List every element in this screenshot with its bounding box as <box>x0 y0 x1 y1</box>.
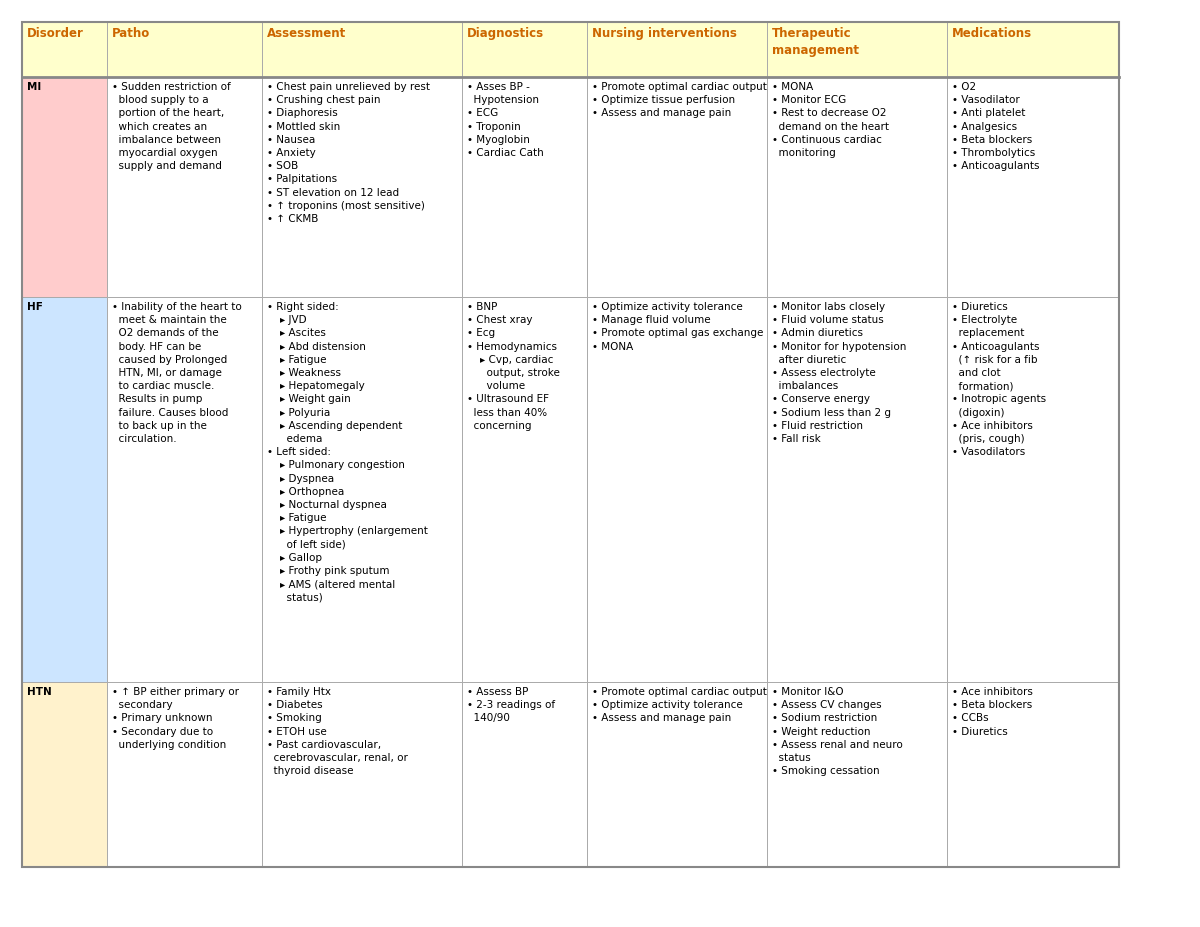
Text: HTN: HTN <box>28 687 52 697</box>
Text: • Right sided:
    ▸ JVD
    ▸ Ascites
    ▸ Abd distension
    ▸ Fatigue
    ▸ : • Right sided: ▸ JVD ▸ Ascites ▸ Abd dis… <box>266 302 428 603</box>
Bar <box>107 22 262 77</box>
Text: • Ace inhibitors
• Beta blockers
• CCBs
• Diuretics: • Ace inhibitors • Beta blockers • CCBs … <box>952 687 1033 737</box>
Text: Assessment: Assessment <box>266 27 347 40</box>
Bar <box>587 77 767 297</box>
Bar <box>262 297 462 682</box>
Bar <box>22 297 107 682</box>
Bar <box>587 22 767 77</box>
Bar <box>947 22 1120 77</box>
Bar <box>587 682 767 867</box>
Bar <box>767 297 947 682</box>
Text: Disorder: Disorder <box>28 27 84 40</box>
Bar <box>462 77 587 297</box>
Bar <box>107 682 262 867</box>
Text: • Assess BP
• 2-3 readings of
  140/90: • Assess BP • 2-3 readings of 140/90 <box>467 687 556 723</box>
Bar <box>767 22 947 77</box>
Bar <box>262 682 462 867</box>
Text: MI: MI <box>28 82 41 92</box>
Bar <box>947 297 1120 682</box>
Bar <box>947 77 1120 297</box>
Text: • Promote optimal cardiac output
• Optimize activity tolerance
• Assess and mana: • Promote optimal cardiac output • Optim… <box>592 687 767 723</box>
Bar <box>462 22 587 77</box>
Bar <box>107 77 262 297</box>
Text: • Family Htx
• Diabetes
• Smoking
• ETOH use
• Past cardiovascular,
  cerebrovas: • Family Htx • Diabetes • Smoking • ETOH… <box>266 687 408 776</box>
Bar <box>262 77 462 297</box>
Text: HF: HF <box>28 302 43 312</box>
Text: • ↑ BP either primary or
  secondary
• Primary unknown
• Secondary due to
  unde: • ↑ BP either primary or secondary • Pri… <box>112 687 239 750</box>
Text: • Asses BP -
  Hypotension
• ECG
• Troponin
• Myoglobin
• Cardiac Cath: • Asses BP - Hypotension • ECG • Troponi… <box>467 82 544 158</box>
Text: Diagnostics: Diagnostics <box>467 27 544 40</box>
Text: • Promote optimal cardiac output
• Optimize tissue perfusion
• Assess and manage: • Promote optimal cardiac output • Optim… <box>592 82 767 119</box>
Bar <box>767 77 947 297</box>
Bar <box>462 297 587 682</box>
Text: • Monitor I&O
• Assess CV changes
• Sodium restriction
• Weight reduction
• Asse: • Monitor I&O • Assess CV changes • Sodi… <box>772 687 902 776</box>
Text: • BNP
• Chest xray
• Ecg
• Hemodynamics
    ▸ Cvp, cardiac
      output, stroke
: • BNP • Chest xray • Ecg • Hemodynamics … <box>467 302 560 431</box>
Bar <box>947 682 1120 867</box>
Text: Medications: Medications <box>952 27 1032 40</box>
Text: • Diuretics
• Electrolyte
  replacement
• Anticoagulants
  (↑ risk for a fib
  a: • Diuretics • Electrolyte replacement • … <box>952 302 1046 457</box>
Bar <box>767 682 947 867</box>
Bar <box>262 22 462 77</box>
Bar <box>22 77 107 297</box>
Bar <box>587 297 767 682</box>
Text: Nursing interventions: Nursing interventions <box>592 27 737 40</box>
Text: • MONA
• Monitor ECG
• Rest to decrease O2
  demand on the heart
• Continuous ca: • MONA • Monitor ECG • Rest to decrease … <box>772 82 889 158</box>
Bar <box>22 22 107 77</box>
Text: • Monitor labs closely
• Fluid volume status
• Admin diuretics
• Monitor for hyp: • Monitor labs closely • Fluid volume st… <box>772 302 906 444</box>
Text: Therapeutic
management: Therapeutic management <box>772 27 859 57</box>
Text: • Chest pain unrelieved by rest
• Crushing chest pain
• Diaphoresis
• Mottled sk: • Chest pain unrelieved by rest • Crushi… <box>266 82 430 224</box>
Text: • O2
• Vasodilator
• Anti platelet
• Analgesics
• Beta blockers
• Thrombolytics
: • O2 • Vasodilator • Anti platelet • Ana… <box>952 82 1039 171</box>
Bar <box>462 682 587 867</box>
Text: • Optimize activity tolerance
• Manage fluid volume
• Promote optimal gas exchan: • Optimize activity tolerance • Manage f… <box>592 302 763 351</box>
Bar <box>22 682 107 867</box>
Text: • Sudden restriction of
  blood supply to a
  portion of the heart,
  which crea: • Sudden restriction of blood supply to … <box>112 82 230 171</box>
Text: • Inability of the heart to
  meet & maintain the
  O2 demands of the
  body. HF: • Inability of the heart to meet & maint… <box>112 302 241 444</box>
Bar <box>107 297 262 682</box>
Text: Patho: Patho <box>112 27 150 40</box>
